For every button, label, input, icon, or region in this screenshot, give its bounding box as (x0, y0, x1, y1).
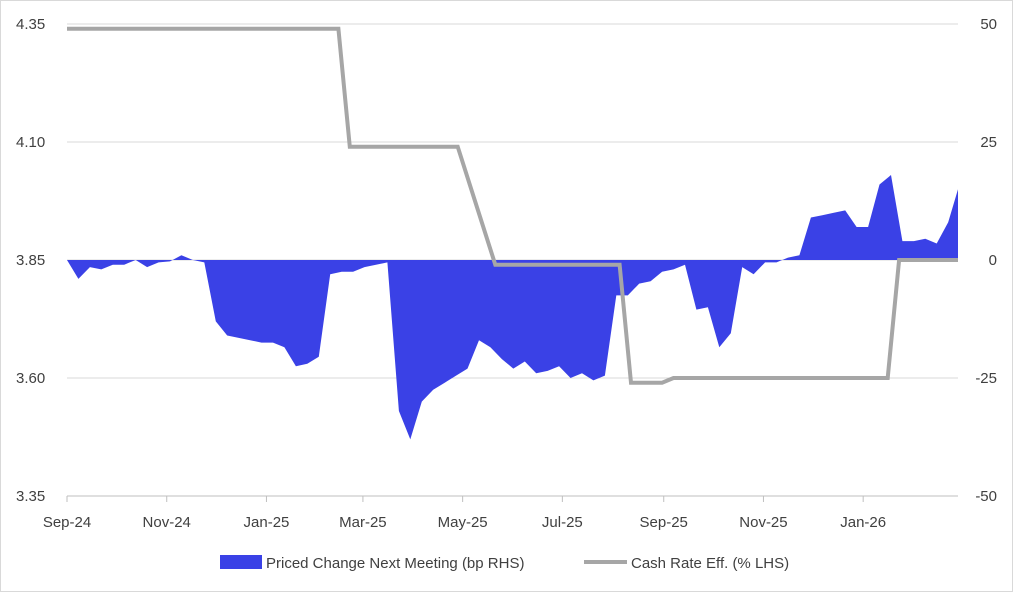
y-right-tick-label: 0 (989, 252, 997, 269)
y-left-tick-label: 3.60 (16, 370, 45, 387)
y-right-tick-label: -50 (975, 488, 997, 505)
x-tick-label: Mar-25 (339, 514, 387, 531)
x-tick-label: Sep-24 (43, 514, 91, 531)
y-right-tick-label: 50 (980, 16, 997, 33)
line-series (67, 26, 958, 385)
legend-swatch-priced-change (220, 555, 262, 569)
y-left-tick-label: 3.85 (16, 252, 45, 269)
cash-rate-line (67, 26, 958, 385)
x-tick-label: Nov-25 (739, 514, 787, 531)
x-tick-label: Jul-25 (542, 514, 583, 531)
axes: 3.35 3.60 3.85 4.10 4.35 -50 -25 0 25 50 Sep-24 Nov… (16, 16, 997, 531)
legend-label-priced-change: Priced Change Next Meeting (bp RHS) (266, 555, 524, 572)
y-left-tick-label: 4.35 (16, 16, 45, 33)
x-tick-label: May-25 (438, 514, 488, 531)
y-left-tick-label: 4.10 (16, 134, 45, 151)
y-right-tick-label: -25 (975, 370, 997, 387)
area-series (67, 175, 958, 440)
legend-label-cash-rate: Cash Rate Eff. (% LHS) (631, 555, 789, 572)
y-left-tick-label: 3.35 (16, 488, 45, 505)
priced-change-area (67, 175, 958, 440)
x-tick-label: Jan-26 (840, 514, 886, 531)
y-right-tick-label: 25 (980, 134, 997, 151)
x-tick-label: Sep-25 (640, 514, 688, 531)
x-tick-label: Jan-25 (244, 514, 290, 531)
x-tick-label: Nov-24 (143, 514, 191, 531)
legend: Priced Change Next Meeting (bp RHS) Cash… (220, 555, 789, 572)
